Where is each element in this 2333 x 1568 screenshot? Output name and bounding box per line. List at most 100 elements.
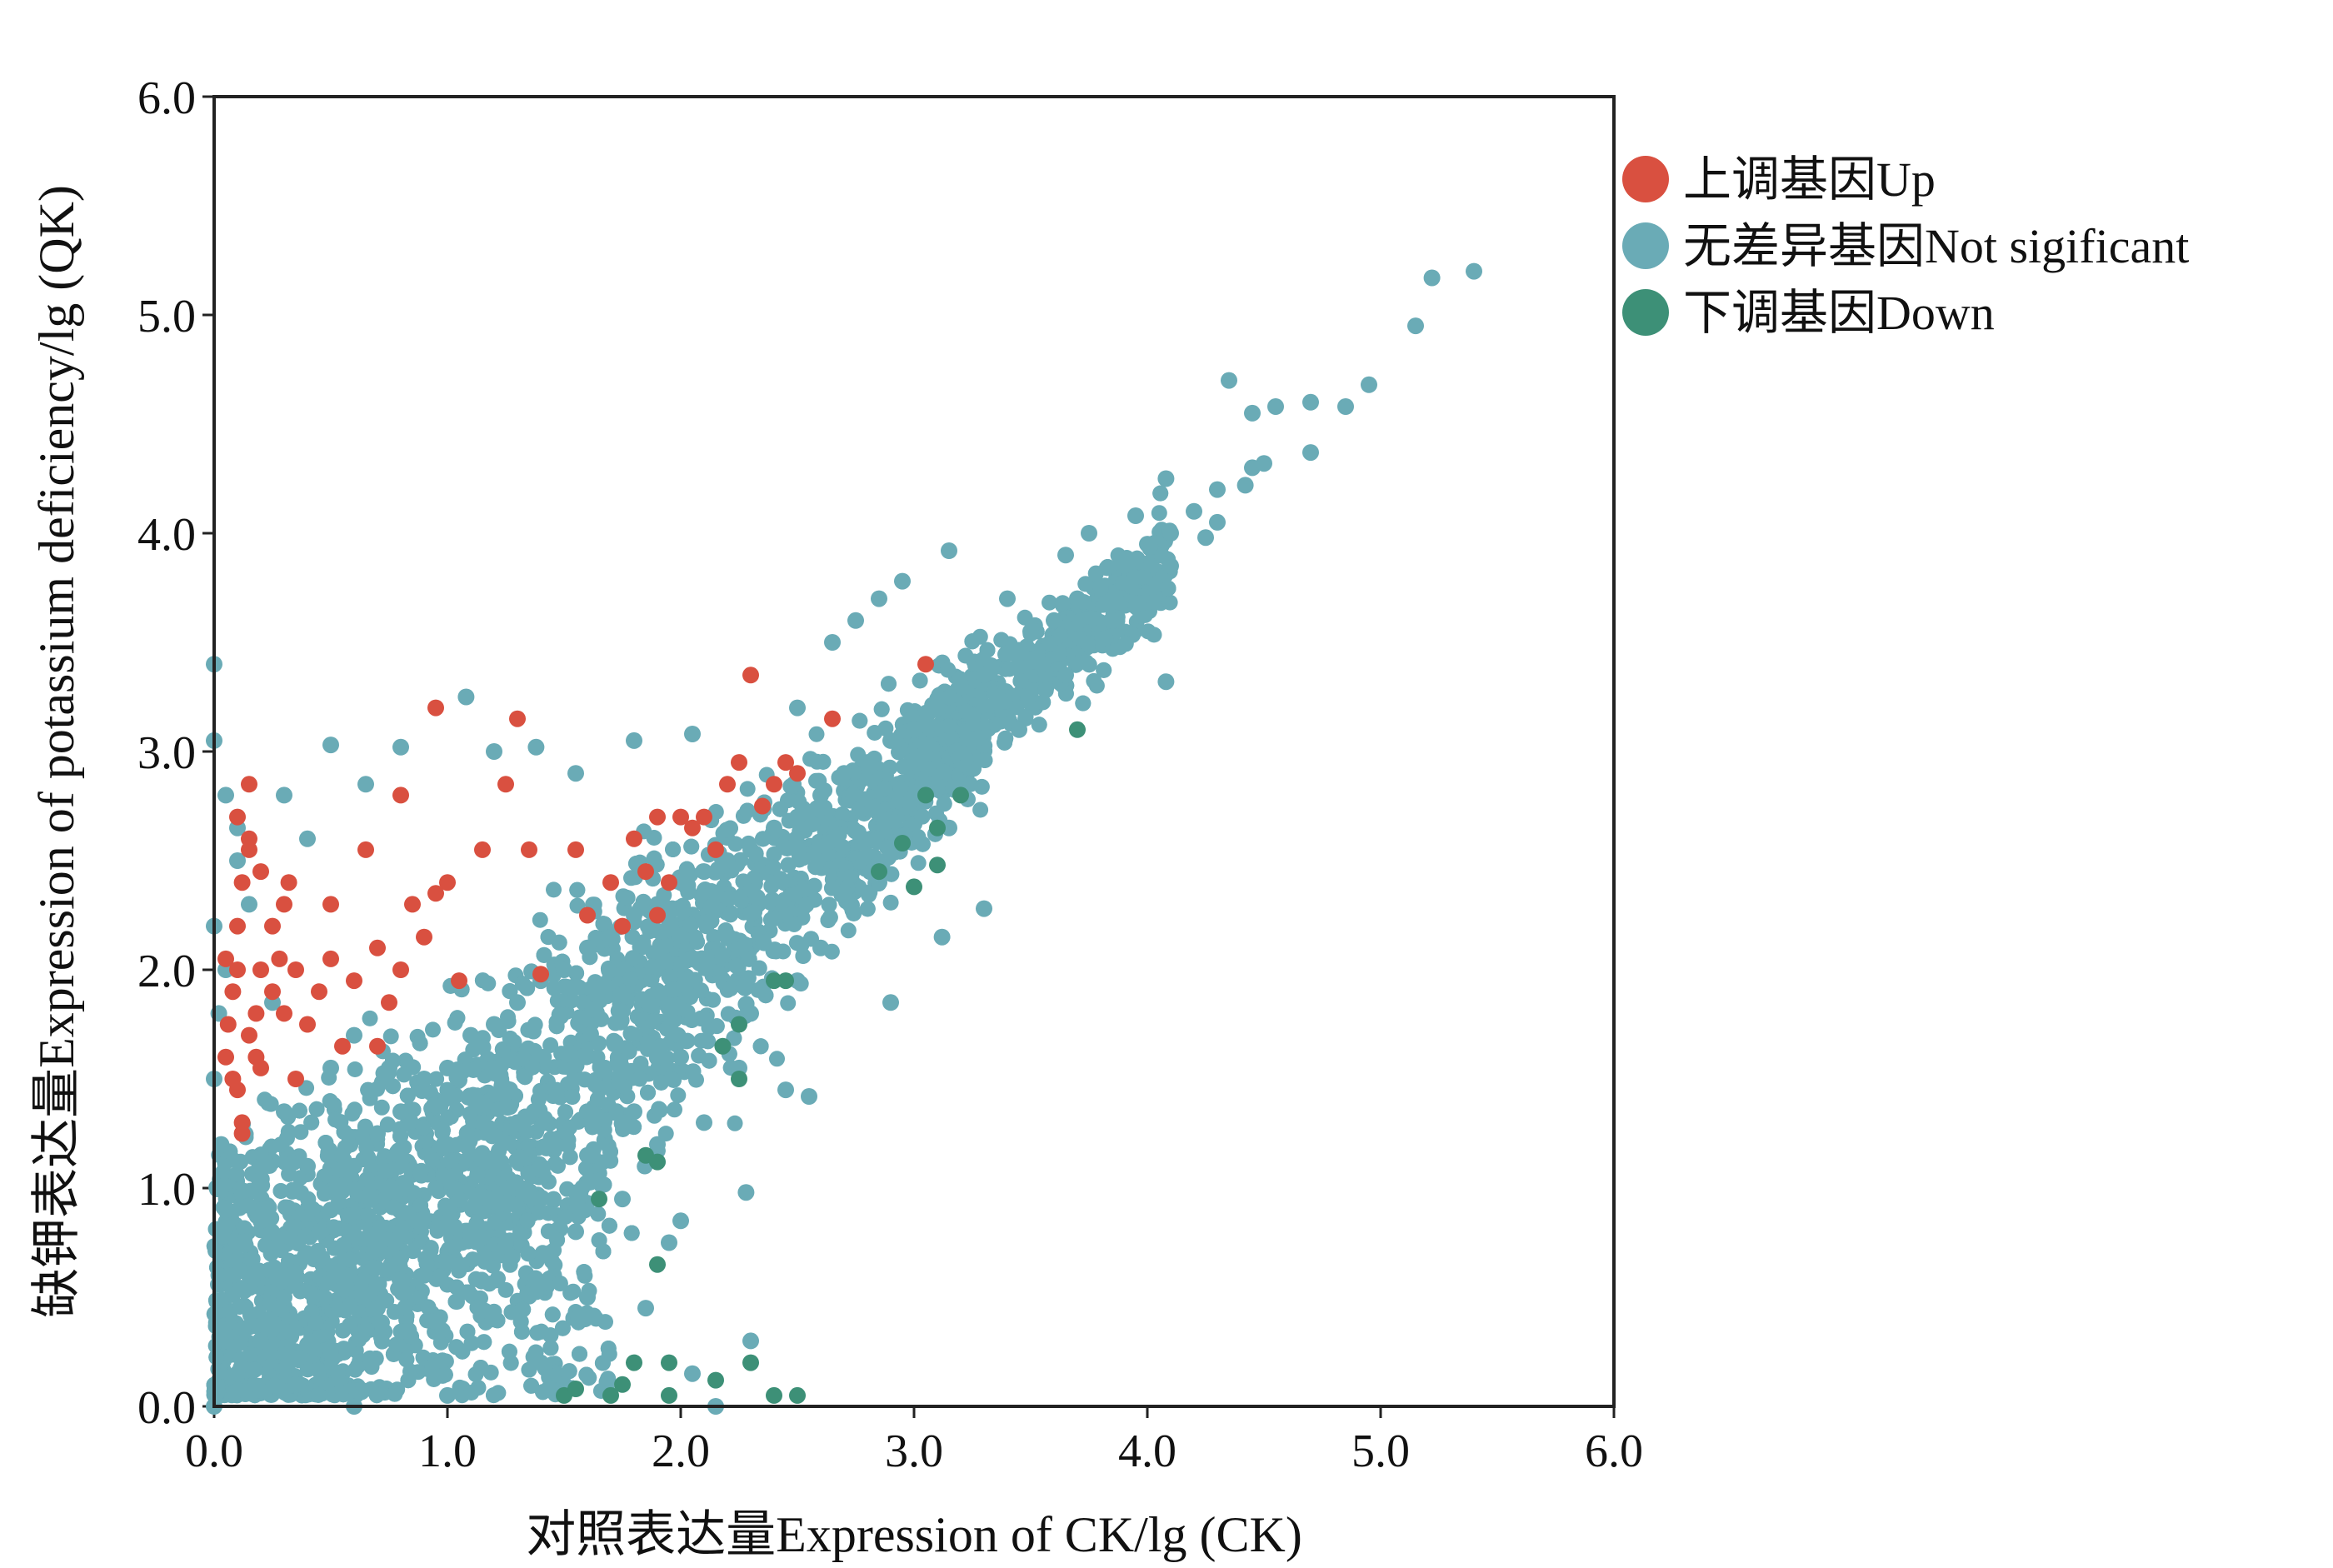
background-point <box>1055 595 1071 611</box>
background-point <box>753 1038 769 1054</box>
background-point <box>822 896 837 912</box>
background-point <box>360 1082 376 1098</box>
background-point <box>721 928 737 944</box>
background-point <box>449 1010 465 1026</box>
background-point <box>286 1155 302 1171</box>
background-point <box>502 1031 518 1046</box>
background-point <box>241 1198 257 1214</box>
background-point <box>1002 661 1017 677</box>
background-point <box>362 1011 378 1026</box>
background-point <box>362 1351 378 1366</box>
background-point <box>360 1207 376 1223</box>
background-point <box>526 1024 542 1040</box>
background-point <box>463 1385 479 1401</box>
background-point <box>514 1324 530 1340</box>
background-point <box>700 1033 716 1049</box>
background-point <box>545 1306 561 1322</box>
background-point <box>322 1093 338 1109</box>
background-point <box>1077 576 1093 592</box>
background-point <box>595 1356 611 1371</box>
background-point <box>815 754 831 770</box>
background-point <box>740 781 756 796</box>
background-point <box>640 1085 656 1101</box>
background-point <box>378 1163 394 1179</box>
background-point <box>896 759 912 775</box>
background-point <box>912 672 928 688</box>
background-point <box>845 902 861 918</box>
background-point <box>607 1036 622 1052</box>
background-point <box>852 713 867 729</box>
background-point <box>529 1325 545 1341</box>
background-point <box>935 764 951 780</box>
background-point <box>821 912 837 928</box>
background-point <box>261 1311 277 1327</box>
background-point <box>326 1219 342 1235</box>
background-point <box>755 934 771 950</box>
background-point <box>649 1050 665 1066</box>
background-point <box>1032 717 1047 732</box>
background-point <box>502 1344 517 1360</box>
background-point <box>670 1087 686 1103</box>
x-tick-label: 5.0 <box>1351 1426 1410 1477</box>
background-point <box>911 855 927 871</box>
background-point <box>972 802 988 818</box>
background-point <box>737 978 752 994</box>
background-point <box>780 996 796 1011</box>
background-point <box>847 823 863 839</box>
background-point <box>653 1075 669 1091</box>
y-tick-label: 3.0 <box>137 727 196 779</box>
background-point <box>549 1018 565 1034</box>
background-point <box>458 1153 474 1169</box>
background-point <box>400 1372 416 1388</box>
y-tick-label: 6.0 <box>137 72 196 124</box>
background-point <box>564 1089 580 1105</box>
background-point <box>887 814 902 830</box>
background-point <box>789 935 805 951</box>
background-point <box>667 1101 682 1117</box>
background-point <box>1021 693 1037 709</box>
y-tick-label: 1.0 <box>137 1164 196 1216</box>
background-point <box>537 1274 553 1290</box>
background-point <box>383 1028 399 1044</box>
background-point <box>1152 505 1167 521</box>
background-point <box>422 1242 438 1258</box>
background-point <box>1147 627 1162 642</box>
background-point <box>355 1131 371 1146</box>
background-point <box>879 840 895 856</box>
background-point <box>569 1196 585 1211</box>
background-point <box>420 1299 436 1315</box>
background-point <box>492 1196 508 1212</box>
background-point <box>662 920 678 936</box>
background-point <box>867 725 882 741</box>
background-point <box>702 1053 717 1069</box>
x-tick-label: 2.0 <box>652 1426 710 1477</box>
background-point <box>473 1360 489 1376</box>
background-point <box>317 1135 333 1151</box>
background-point <box>403 1329 419 1345</box>
background-point <box>319 1167 335 1183</box>
background-point <box>557 1209 573 1225</box>
background-point <box>683 839 699 855</box>
background-point <box>557 1104 573 1120</box>
x-tick-label: 1.0 <box>418 1426 477 1477</box>
background-point <box>347 1101 362 1117</box>
background-point <box>549 1232 565 1248</box>
background-point <box>600 1371 616 1386</box>
background-point <box>578 1367 594 1383</box>
background-point <box>722 981 738 996</box>
background-point <box>347 1181 362 1197</box>
background-point <box>601 1341 617 1356</box>
background-point <box>215 1229 231 1245</box>
background-point <box>272 1136 288 1152</box>
background-point <box>624 1226 640 1241</box>
y-tick-label: 4.0 <box>137 509 196 561</box>
background-point <box>1152 486 1168 502</box>
background-point <box>601 962 617 978</box>
background-cloud <box>207 486 1178 1404</box>
background-point <box>432 1268 448 1284</box>
background-point <box>446 1220 462 1236</box>
background-point <box>809 727 825 742</box>
background-point <box>697 1011 712 1027</box>
